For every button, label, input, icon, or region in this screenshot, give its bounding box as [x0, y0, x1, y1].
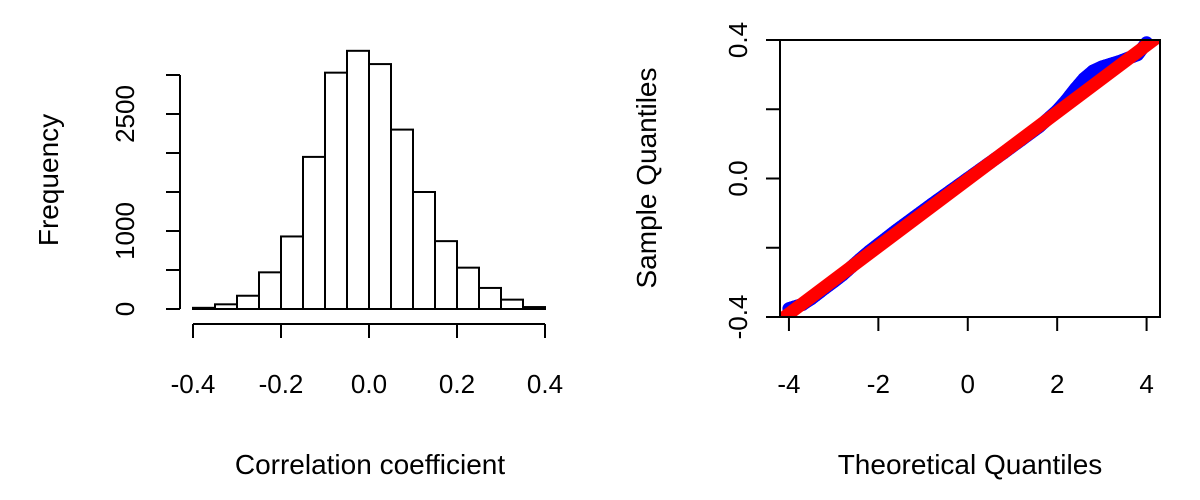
qq-y-axis: -0.4 0.0 0.4: [723, 22, 780, 339]
histogram-bar: [500, 298, 524, 311]
histogram-x-tick-label: 0.0: [351, 369, 387, 399]
histogram-x-label: Correlation coefficient: [235, 449, 506, 480]
histogram-bar: [412, 191, 436, 310]
qq-y-tick-label: 0.4: [723, 22, 753, 58]
histogram-bars: [192, 49, 546, 311]
histogram-bar: [456, 266, 480, 311]
qq-reference-line: [780, 40, 1160, 317]
qq-x-tick-label: -4: [777, 369, 800, 399]
histogram-bar: [302, 155, 326, 310]
histogram-y-tick-label: 1000: [110, 202, 140, 260]
histogram-bar: [434, 240, 458, 310]
histogram-x-tick-label: 0.2: [439, 369, 475, 399]
qq-y-tick-label: -0.4: [723, 295, 753, 340]
histogram-bar: [214, 303, 238, 311]
histogram-bar: [346, 49, 370, 310]
histogram-bar: [522, 306, 546, 310]
qq-reference-line-group: [780, 40, 1160, 317]
histogram-bar: [478, 286, 502, 311]
qq-x-label: Theoretical Quantiles: [838, 449, 1103, 480]
histogram-bar: [390, 128, 414, 310]
histogram-panel: -0.4 -0.2 0.0 0.2 0.4 0 1000 2500 Correlation …: [33, 49, 563, 480]
histogram-x-tick-label: -0.2: [259, 369, 304, 399]
qq-x-tick-label: 0: [961, 369, 975, 399]
qq-x-axis: -4 -2 0 2 4: [777, 317, 1154, 399]
histogram-bar: [236, 294, 260, 310]
histogram-y-tick-label: 0: [110, 302, 140, 316]
histogram-bar: [192, 306, 216, 310]
qq-plot-panel: -4 -2 0 2 4 -0.4 0.0 0.4 Theoretical Quantiles…: [631, 22, 1161, 480]
histogram-y-tick-label: 2500: [110, 85, 140, 143]
qq-y-tick-label: 0.0: [723, 160, 753, 196]
histogram-y-axis: 0 1000 2500: [110, 74, 181, 316]
histogram-x-tick-label: -0.4: [171, 369, 216, 399]
qq-x-tick-label: 2: [1050, 369, 1064, 399]
histogram-x-axis: -0.4 -0.2 0.0 0.2 0.4: [171, 323, 563, 399]
histogram-bar: [280, 235, 304, 311]
histogram-bar: [324, 71, 348, 310]
qq-x-tick-label: 4: [1139, 369, 1153, 399]
qq-x-tick-label: -2: [867, 369, 890, 399]
histogram-x-tick-label: 0.4: [527, 369, 563, 399]
histogram-y-label: Frequency: [33, 114, 64, 246]
histogram-bar: [258, 271, 282, 310]
histogram-bar: [368, 63, 392, 310]
qq-y-label: Sample Quantiles: [631, 67, 662, 288]
